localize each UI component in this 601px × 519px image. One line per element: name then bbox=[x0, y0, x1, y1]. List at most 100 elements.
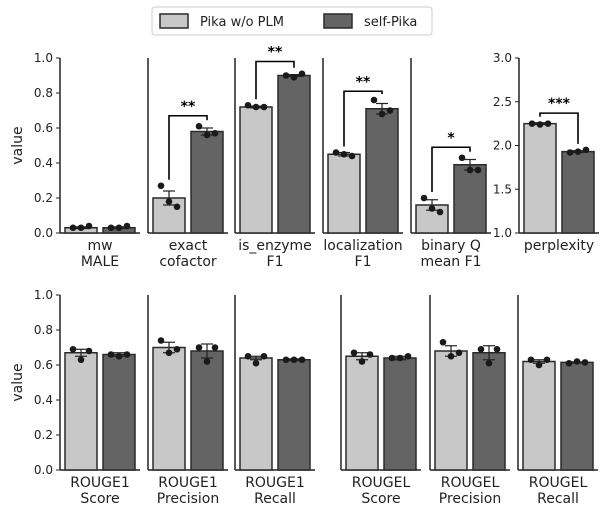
significance-marker: *** bbox=[548, 96, 571, 112]
category-label: Precision bbox=[157, 491, 219, 507]
category-label: ROUGE1 bbox=[158, 475, 218, 491]
bottom-bar-base bbox=[434, 350, 468, 471]
data-point bbox=[350, 349, 358, 357]
data-point bbox=[165, 349, 173, 357]
data-point bbox=[85, 347, 93, 355]
data-point bbox=[528, 120, 536, 127]
top-bar-self bbox=[277, 74, 311, 234]
data-point bbox=[348, 152, 356, 160]
top-bar-self bbox=[365, 108, 399, 234]
data-point bbox=[582, 146, 590, 154]
category-label: ROUGE1 bbox=[245, 475, 305, 491]
bottom-bar-self bbox=[472, 352, 506, 471]
category-label: is_enzyme bbox=[238, 238, 312, 254]
data-point bbox=[332, 149, 340, 156]
data-point bbox=[290, 356, 298, 364]
significance-bracket bbox=[255, 60, 295, 100]
data-point bbox=[77, 356, 85, 364]
top-bar-self bbox=[453, 164, 487, 234]
data-point bbox=[123, 351, 131, 358]
bottom-bar-self bbox=[383, 357, 417, 471]
category-label: F1 bbox=[355, 254, 372, 270]
category-label: ROUGEL bbox=[529, 475, 588, 491]
category-label: Score bbox=[80, 491, 119, 507]
category-label: F1 bbox=[267, 254, 284, 270]
data-point bbox=[527, 356, 535, 364]
data-point bbox=[474, 166, 482, 174]
data-point bbox=[69, 345, 77, 353]
bottom-bar-self bbox=[102, 353, 136, 471]
top-panel-5: 1.0 1.5 2.0 2.5 3.0 perplexity *** bbox=[493, 51, 599, 254]
y-tick-label: 0.2 bbox=[34, 191, 53, 205]
data-point bbox=[252, 103, 260, 111]
data-point bbox=[195, 122, 203, 130]
data-point bbox=[485, 359, 493, 367]
data-point bbox=[388, 354, 396, 362]
data-point bbox=[455, 349, 463, 357]
y-tick-label: 1.0 bbox=[34, 51, 53, 65]
bottom-bar-base bbox=[152, 346, 186, 471]
data-point bbox=[123, 222, 131, 230]
y-tick-label: 1.0 bbox=[493, 226, 512, 240]
data-point bbox=[420, 194, 428, 202]
y-tick-label: 2.0 bbox=[493, 139, 512, 153]
bottom-bar-base bbox=[64, 352, 98, 471]
data-point bbox=[282, 356, 290, 364]
data-point bbox=[157, 337, 165, 344]
data-point bbox=[157, 182, 165, 190]
bottom-bar-self bbox=[560, 361, 594, 471]
data-point bbox=[260, 352, 268, 360]
category-label: Recall bbox=[537, 491, 579, 507]
data-point bbox=[536, 121, 544, 128]
category-label: ROUGEL bbox=[441, 475, 500, 491]
category-label: ROUGEL bbox=[352, 475, 411, 491]
data-point bbox=[69, 224, 77, 232]
data-point bbox=[428, 205, 436, 212]
category-label: Precision bbox=[439, 491, 501, 507]
y-tick-label: 3.0 bbox=[493, 51, 512, 65]
data-point bbox=[396, 354, 404, 362]
top-bar-self bbox=[190, 130, 224, 234]
significance-bracket bbox=[539, 112, 579, 144]
top-bar-base bbox=[523, 122, 557, 234]
data-point bbox=[115, 224, 123, 232]
category-label: Score bbox=[361, 491, 400, 507]
data-point bbox=[366, 351, 374, 358]
category-label: perplexity bbox=[524, 238, 594, 254]
significance-bracket bbox=[168, 114, 208, 180]
y-tick-label: 2.5 bbox=[493, 95, 512, 109]
data-point bbox=[211, 344, 219, 351]
y-tick-label: 1.0 bbox=[34, 288, 53, 302]
y-tick-label: 0.8 bbox=[34, 86, 53, 100]
data-point bbox=[107, 351, 115, 358]
data-point bbox=[115, 352, 123, 360]
data-point bbox=[298, 356, 306, 364]
data-point bbox=[458, 154, 466, 162]
legend-swatch-base bbox=[159, 13, 189, 29]
data-point bbox=[77, 224, 85, 232]
data-point bbox=[573, 358, 581, 365]
data-point bbox=[203, 358, 211, 365]
bottom-bar-base bbox=[345, 355, 379, 471]
y-tick-label: 0.8 bbox=[34, 323, 53, 337]
data-point bbox=[378, 110, 386, 118]
data-point bbox=[340, 150, 348, 158]
data-point bbox=[173, 203, 181, 211]
y-tick-label: 0.0 bbox=[34, 226, 53, 240]
data-point bbox=[107, 224, 115, 232]
data-point bbox=[566, 149, 574, 156]
y-tick-label: 0.0 bbox=[34, 463, 53, 477]
category-label: mean F1 bbox=[420, 254, 481, 270]
legend-label-base: Pika w/o PLM bbox=[200, 15, 284, 30]
legend-swatch-self bbox=[323, 13, 353, 29]
data-point bbox=[447, 352, 455, 360]
data-point bbox=[195, 344, 203, 351]
